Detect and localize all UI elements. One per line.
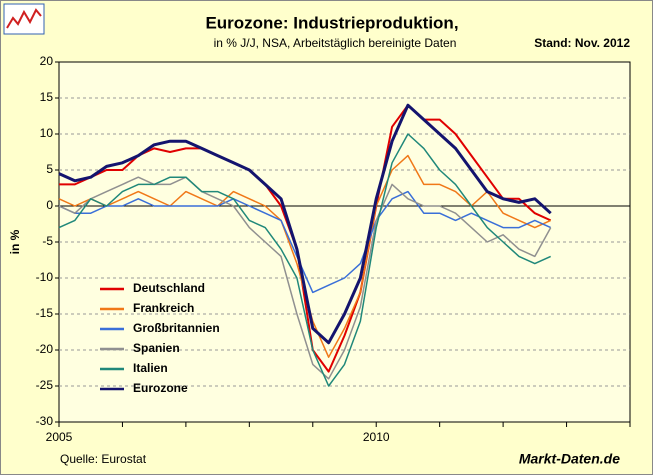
watermark: Markt-Daten.de <box>519 451 620 467</box>
legend-label: Spanien <box>133 341 180 355</box>
x-tick-label: 2010 <box>363 430 390 444</box>
source: Quelle: Eurostat <box>60 452 147 466</box>
chart-title: Eurozone: Industrieproduktion, <box>205 13 458 32</box>
subtitle: in % J/J, NSA, Arbeitstäglich bereinigte… <box>214 36 457 50</box>
y-tick-label: 20 <box>40 54 54 68</box>
legend-label: Deutschland <box>133 281 205 295</box>
y-tick-label: 5 <box>46 162 53 176</box>
y-tick-label: -5 <box>42 234 53 248</box>
y-tick-label: 10 <box>40 126 54 140</box>
y-tick-label: -15 <box>36 306 54 320</box>
y-tick-label: -30 <box>36 414 54 428</box>
x-tick-label: 2005 <box>46 430 73 444</box>
legend-label: Italien <box>133 361 168 375</box>
legend-label: Frankreich <box>133 301 194 315</box>
y-tick-label: -10 <box>36 270 54 284</box>
logo <box>3 3 45 35</box>
legend-label: Großbritannien <box>133 321 220 335</box>
series-line <box>58 176 552 380</box>
y-tick-label: 15 <box>40 90 54 104</box>
stand: Stand: Nov. 2012 <box>534 36 630 50</box>
y-tick-label: 0 <box>46 198 53 212</box>
y-axis-label: in % <box>8 229 22 254</box>
series-line <box>58 133 552 387</box>
series-line <box>58 190 552 294</box>
series-line <box>58 103 552 345</box>
legend-label: Eurozone <box>133 381 188 395</box>
y-tick-label: -20 <box>36 342 54 356</box>
y-tick-label: -25 <box>36 378 54 392</box>
